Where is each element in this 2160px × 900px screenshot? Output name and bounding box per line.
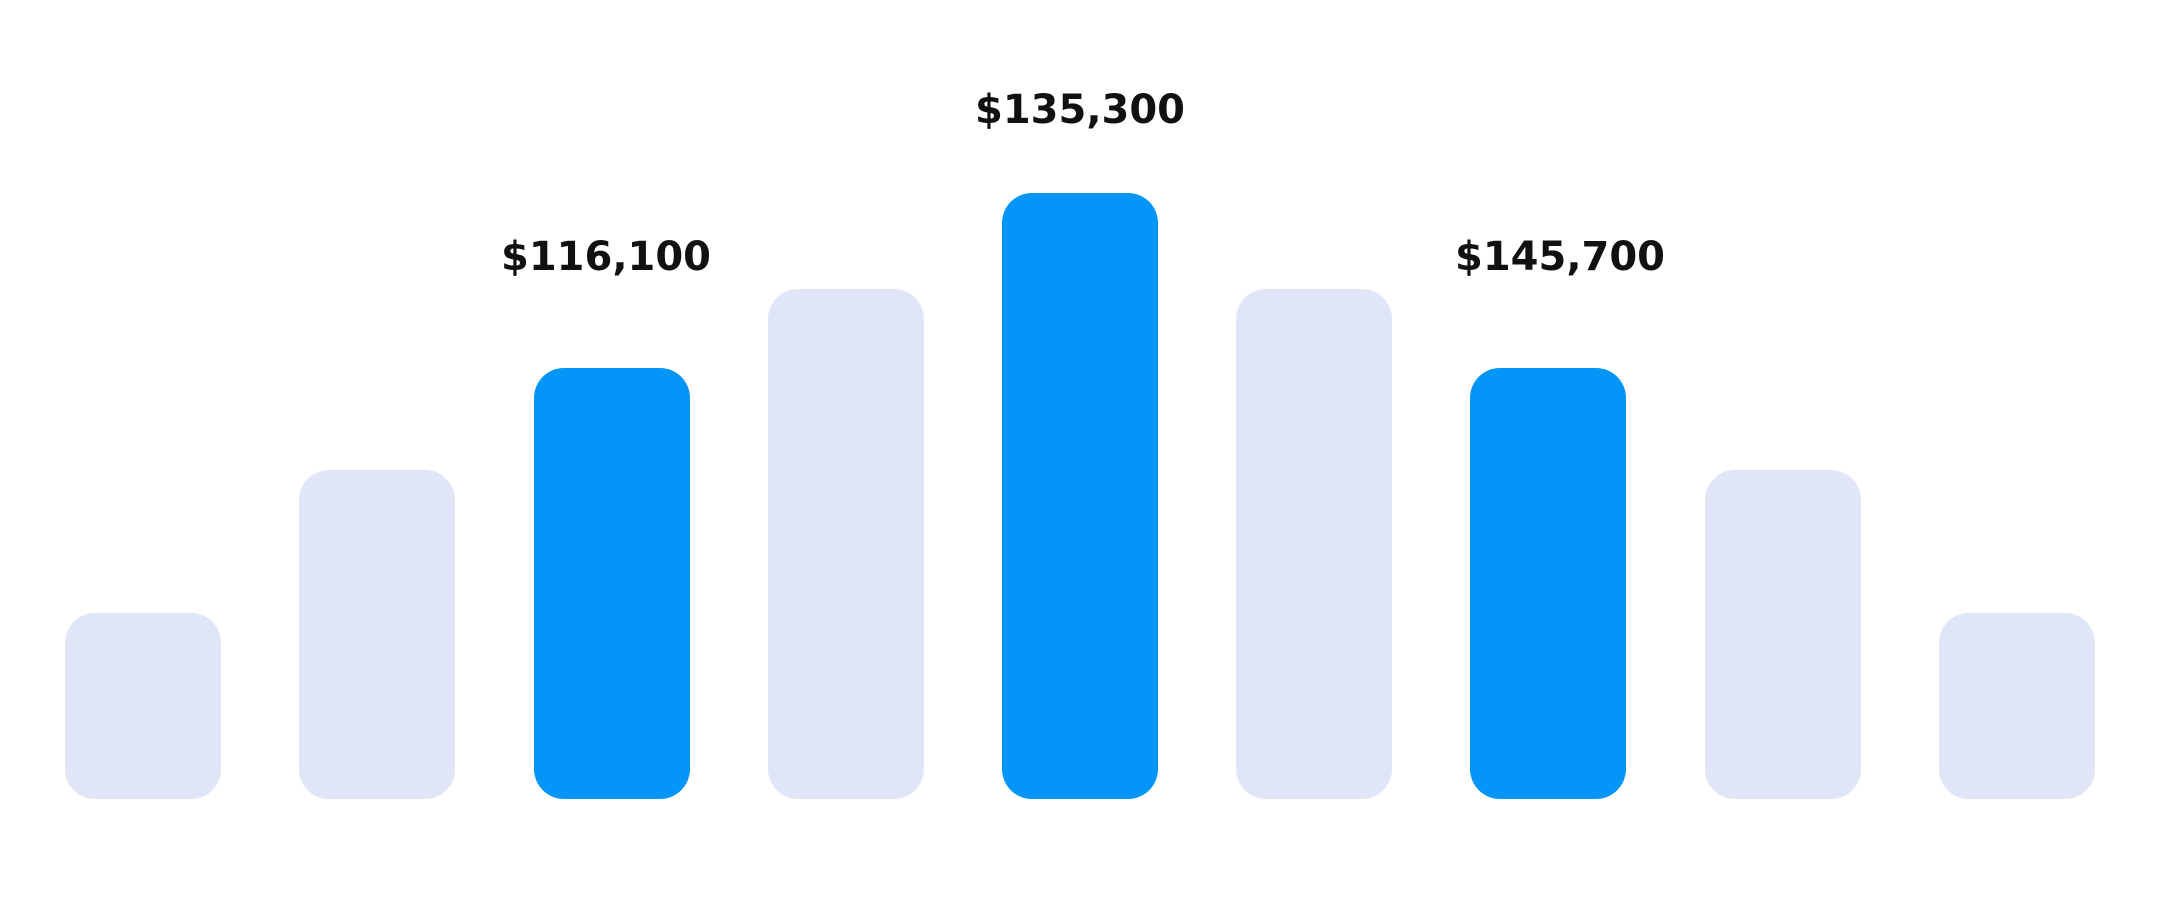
highlighted-bar [534,368,690,799]
bar [299,470,455,799]
bar [1236,289,1392,799]
bar [1705,470,1861,799]
price-label: $135,300 [975,87,1185,133]
highlighted-bar [1470,368,1626,799]
bar [65,613,221,799]
price-label: $145,700 [1455,234,1665,280]
bar [1939,613,2095,799]
bar [768,289,924,799]
price-label: $116,100 [501,234,711,280]
highlighted-bar [1002,193,1158,799]
